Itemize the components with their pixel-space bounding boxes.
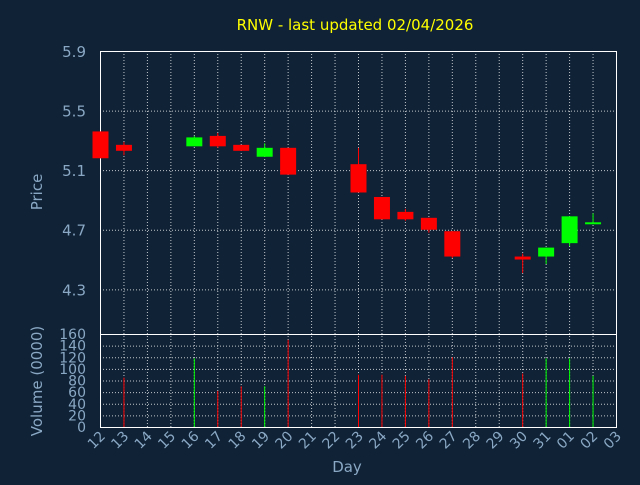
candle-body: [280, 147, 297, 175]
candle-body: [92, 131, 109, 159]
day-tick-label: 30: [507, 429, 531, 453]
volume-tick-label: 140: [59, 339, 86, 355]
price-tick-label: 4.7: [62, 222, 86, 240]
chart-title: RNW - last updated 02/04/2026: [237, 16, 474, 34]
candle-body: [444, 231, 461, 257]
candle-body: [561, 216, 578, 244]
candle-body: [256, 147, 273, 157]
candle-body: [233, 144, 250, 151]
price-axis-label: Price: [28, 174, 46, 211]
volume-tick-label: 120: [59, 350, 86, 366]
volume-tick-label: 0: [77, 420, 86, 436]
day-tick-label: 03: [601, 429, 625, 453]
day-tick-label: 24: [366, 428, 390, 452]
price-tick-label: 5.1: [62, 162, 86, 180]
day-tick-label: 01: [554, 429, 578, 453]
volume-tick-label: 100: [59, 362, 86, 378]
candle-body: [585, 222, 602, 225]
day-tick-label: 25: [390, 429, 414, 453]
price-tick-label: 4.3: [62, 281, 86, 299]
day-tick-label: 27: [437, 429, 461, 453]
day-tick-label: 19: [249, 429, 273, 453]
day-tick-label: 23: [343, 429, 367, 453]
candle-body: [420, 217, 437, 230]
day-tick-label: 15: [155, 429, 179, 453]
volume-bars-layer: [123, 339, 594, 427]
candle-body: [186, 137, 203, 147]
day-tick-label: 29: [484, 429, 508, 453]
candle-body: [538, 247, 555, 257]
volume-tick-label: 60: [68, 385, 86, 401]
price-tick-label: 5.9: [62, 43, 86, 61]
day-tick-label: 12: [85, 429, 109, 453]
volume-tick-label: 40: [68, 397, 86, 413]
day-tick-label: 18: [226, 429, 250, 453]
day-tick-label: 22: [319, 429, 343, 453]
candle-body: [514, 256, 531, 260]
grid-layer: [100, 51, 617, 428]
day-tick-label: 20: [273, 429, 297, 453]
day-tick-label: 31: [531, 429, 555, 453]
candle-body: [209, 135, 226, 147]
day-tick-label: 21: [296, 429, 320, 453]
day-tick-label: 02: [577, 429, 601, 453]
day-tick-label: 13: [108, 429, 132, 453]
day-tick-label: 26: [413, 428, 437, 452]
candle-body: [115, 144, 132, 151]
volume-tick-label: 160: [59, 327, 86, 343]
candle-body: [373, 196, 390, 220]
day-axis-label: Day: [332, 458, 362, 476]
day-tick-label: 16: [179, 428, 203, 452]
candles-layer: [92, 131, 602, 273]
candle-body: [397, 211, 414, 220]
volume-panel-frame: [100, 334, 617, 428]
candle-body: [350, 164, 367, 193]
volume-axis-label: Volume (0000): [28, 326, 46, 436]
volume-tick-label: 80: [68, 374, 86, 390]
day-tick-label: 17: [202, 429, 226, 453]
day-tick-label: 28: [460, 429, 484, 453]
volume-tick-label: 20: [68, 408, 86, 424]
price-tick-label: 5.5: [62, 103, 86, 121]
day-tick-label: 14: [132, 428, 156, 452]
frame-layer: [100, 51, 617, 428]
